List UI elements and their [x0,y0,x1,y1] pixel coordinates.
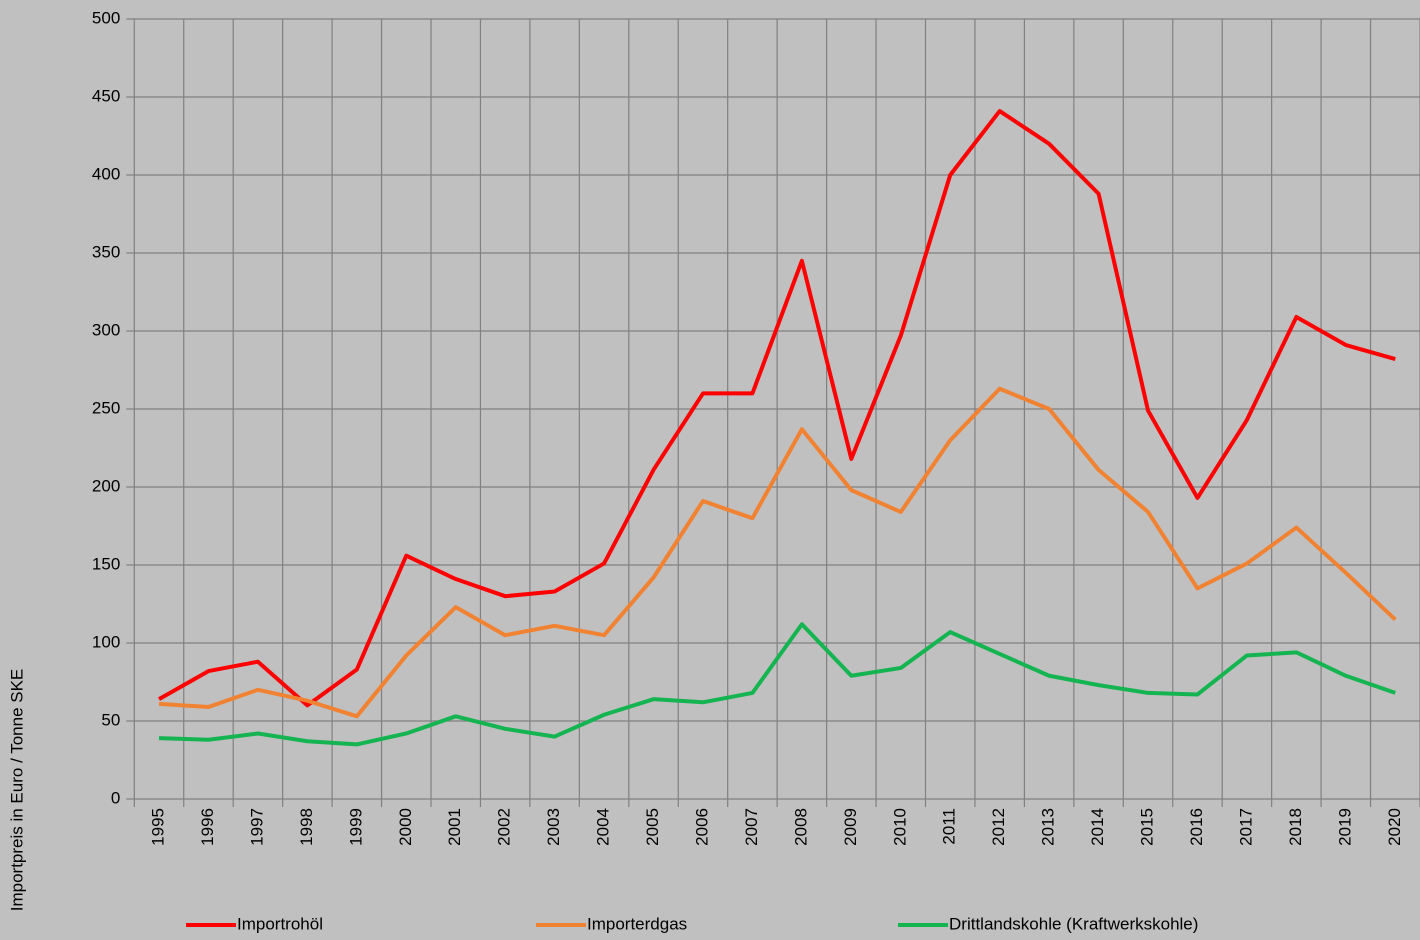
x-tick-label: 2018 [1286,808,1305,846]
legend-label: Drittlandskohle (Kraftwerkskohle) [949,914,1198,933]
y-tick-label: 400 [92,164,120,183]
x-tick-label: 1997 [247,808,266,846]
legend-label: Importrohöl [237,914,323,933]
x-tick-label: 2017 [1236,808,1255,846]
x-tick-label: 2001 [445,808,464,846]
series-line [158,386,1397,719]
x-tick-label: 1999 [346,808,365,846]
x-tick-label: 2016 [1187,808,1206,846]
y-tick-label: 300 [92,320,120,339]
y-tick-label: 500 [92,8,120,27]
y-tick-label: 350 [92,242,120,261]
x-tick-label: 1996 [198,808,217,846]
x-tick-label: 2008 [791,808,810,846]
y-tick-label: 0 [111,788,120,807]
series-line [158,109,1396,708]
series-line [158,622,1396,747]
x-tick-label: 2015 [1138,808,1157,846]
y-tick-label: 150 [92,554,120,573]
legend-label: Importerdgas [587,914,687,933]
x-tick-label: 2010 [890,808,909,846]
y-tick-label: 200 [92,476,120,495]
x-tick-label: 2002 [495,808,514,846]
x-tick-label: 2005 [643,808,662,846]
y-axis-title: Importpreis in Euro / Tonne SKE [7,669,26,912]
x-tick-label: 2019 [1335,808,1354,846]
x-tick-label: 2007 [742,808,761,846]
x-tick-label: 2006 [692,808,711,846]
x-tick-label: 2009 [841,808,860,846]
y-tick-label: 50 [101,710,120,729]
x-tick-label: 2011 [940,808,959,845]
y-tick-label: 450 [92,86,120,105]
x-tick-label: 2012 [989,808,1008,846]
x-tick-label: 1998 [297,808,316,846]
x-tick-label: 2003 [544,808,563,846]
x-tick-label: 2004 [594,808,613,846]
x-tick-label: 2000 [396,808,415,846]
y-tick-label: 250 [92,398,120,417]
x-tick-label: 1995 [149,808,168,846]
x-tick-label: 2014 [1088,808,1107,846]
x-tick-label: 2013 [1039,808,1058,846]
y-tick-label: 100 [92,632,120,651]
x-tick-label: 2020 [1385,808,1404,846]
